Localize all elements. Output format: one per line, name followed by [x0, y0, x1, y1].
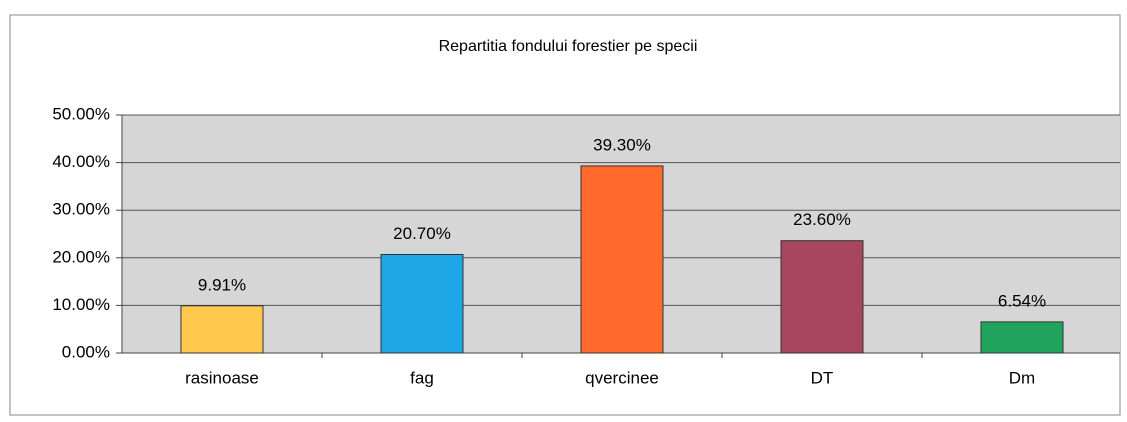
value-label: 39.30% — [593, 135, 651, 154]
y-tick-label: 0.00% — [62, 342, 110, 361]
chart-title: Repartitia fondului forestier pe specii — [439, 38, 698, 55]
y-tick-label: 10.00% — [52, 295, 110, 314]
value-label: 20.70% — [393, 224, 451, 243]
bar — [980, 321, 1064, 354]
bar — [580, 165, 664, 354]
x-tick-label: DT — [811, 368, 834, 387]
x-tick-label: fag — [410, 368, 434, 387]
y-tick-label: 50.00% — [52, 104, 110, 123]
value-label: 6.54% — [998, 291, 1046, 310]
y-tick-label: 20.00% — [52, 247, 110, 266]
value-label: 23.60% — [793, 210, 851, 229]
bar — [780, 240, 864, 354]
value-label: 9.91% — [198, 275, 246, 294]
x-tick-label: rasinoase — [185, 368, 259, 387]
y-tick-label: 40.00% — [52, 152, 110, 171]
x-tick-label: qvercinee — [585, 368, 659, 387]
y-tick-label: 30.00% — [52, 200, 110, 219]
bar — [180, 305, 264, 354]
x-tick-label: Dm — [1009, 368, 1035, 387]
bar — [380, 253, 464, 354]
